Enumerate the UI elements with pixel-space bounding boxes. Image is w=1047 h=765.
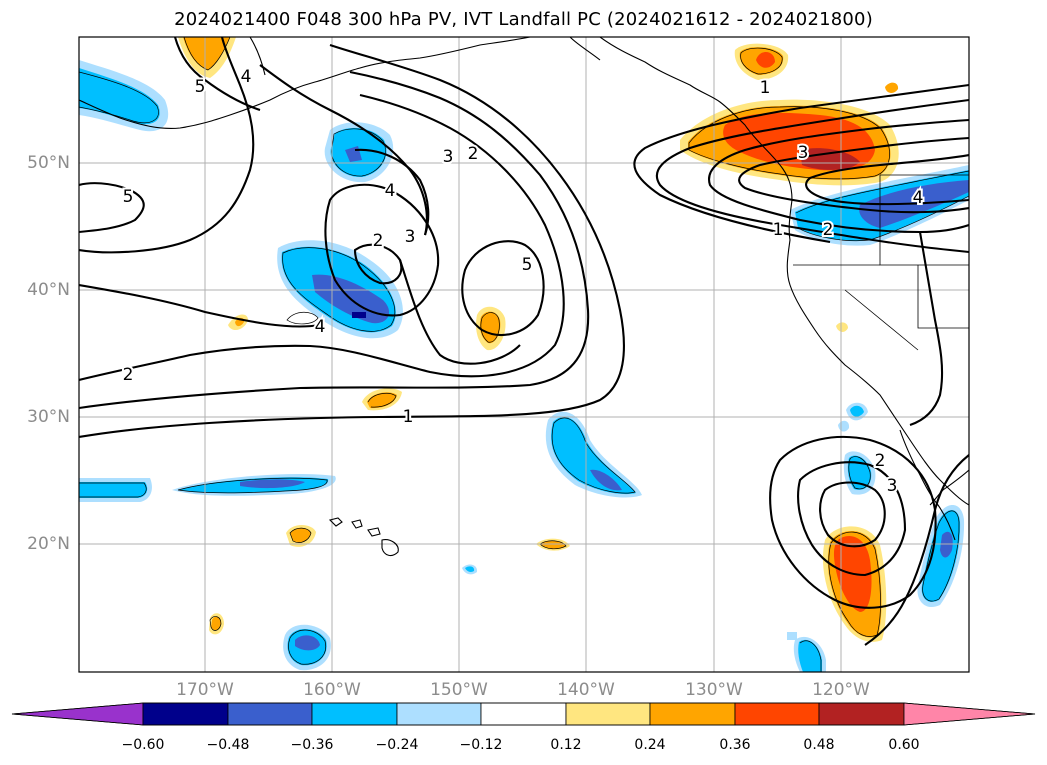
colorbar-tick: 0.48 [803,737,835,753]
colorbar-tick: −0.36 [290,737,334,753]
colorbar-bin [818,702,905,726]
lat-label: 30°N [27,407,70,427]
colorbar-tick: −0.48 [206,737,250,753]
contour-label: 1 [403,407,414,427]
contour-label: 4 [241,67,252,87]
contour-label: 2 [123,365,134,385]
lat-label: 50°N [27,153,70,173]
lon-label: 120°W [812,680,870,700]
contour-label: 2 [823,220,834,240]
colorbar-tick: 0.60 [888,737,920,753]
colorbar-bin [480,702,567,726]
contour-label: 2 [373,231,384,251]
contour-label: 3 [405,227,416,247]
ivt-contours [79,37,969,646]
lon-label: 170°W [176,680,234,700]
contour-label: 5 [195,77,206,97]
contour-label: 4 [385,181,396,201]
contour-label: 1 [760,78,771,98]
colorbar-tick: −0.60 [121,737,165,753]
colorbar-under [11,702,144,726]
contour-label: 3 [887,476,898,496]
colorbar [11,702,1036,726]
lon-label: 150°W [430,680,488,700]
colorbar-bin [311,702,398,726]
colorbar-bin [565,702,651,726]
lon-label: 140°W [557,680,615,700]
contour-label: 2 [468,144,479,164]
map-title: 2024021400 F048 300 hPa PV, IVT Landfall… [174,9,873,30]
colorbar-bin [649,702,736,726]
contour-label: 4 [315,317,326,337]
contour-label: 4 [913,188,924,208]
contour-label: 2 [875,451,886,471]
colorbar-bin [227,702,313,726]
contour-label: 5 [123,187,134,207]
contour-labels: 5 4 3 2 4 2 3 5 2 4 5 2 1 1 3 2 1 4 2 3 [121,65,926,498]
colorbar-bin [396,702,482,726]
colorbar-tick: 0.24 [634,737,666,753]
contour-label: 5 [522,255,533,275]
lat-label: 40°N [27,280,70,300]
colorbar-bin [734,702,820,726]
lat-label: 20°N [27,534,70,554]
contour-label: 3 [798,143,809,163]
graticule [79,37,969,672]
pv-outline-contours [79,37,969,672]
contour-label: 1 [773,220,784,240]
colorbar-tick: 0.36 [719,737,751,753]
lon-label: 160°W [303,680,361,700]
contour-label: 3 [443,147,454,167]
lon-label: 130°W [685,680,743,700]
plot-border [78,36,970,673]
colorbar-over [903,702,1036,726]
contour-label: 2 [875,451,886,471]
colorbar-tick: −0.12 [459,737,503,753]
colorbar-bin [142,702,229,726]
colorbar-tick: −0.24 [375,737,419,753]
colorbar-tick: 0.12 [550,737,582,753]
